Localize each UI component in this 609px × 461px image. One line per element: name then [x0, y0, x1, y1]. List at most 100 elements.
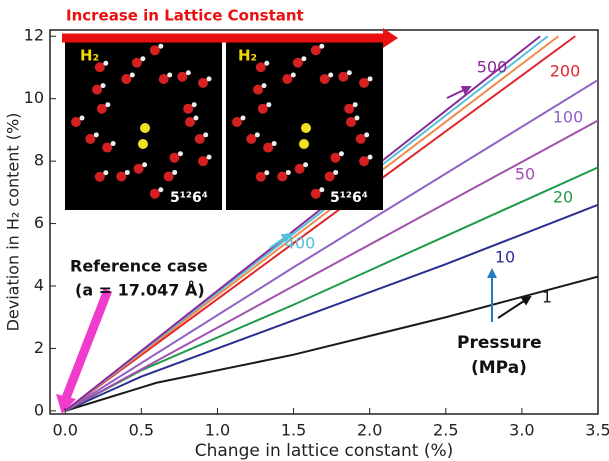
atom-h: [94, 132, 99, 137]
atom-h: [266, 102, 271, 107]
atom-h: [158, 44, 163, 49]
atom-o: [159, 74, 169, 84]
atom-o: [150, 189, 160, 199]
series-label: 50: [515, 165, 535, 184]
atom-h2: [301, 123, 311, 133]
atom-h: [264, 61, 269, 66]
atom-o: [132, 58, 142, 68]
top-arrow-head: [383, 28, 398, 48]
series-label: 200: [550, 62, 581, 81]
atom-h: [125, 170, 130, 175]
atom-h: [172, 170, 177, 175]
series-label: 500: [477, 58, 508, 77]
atom-o: [195, 134, 205, 144]
x-tick-label: 2.5: [433, 421, 458, 440]
atom-h: [286, 170, 291, 175]
atom-h: [194, 116, 199, 121]
atom-o: [356, 134, 366, 144]
atom-h: [339, 151, 344, 156]
y-tick-label: 4: [34, 276, 44, 295]
atom-o: [116, 171, 126, 181]
atom-h: [167, 73, 172, 78]
atom-h: [130, 73, 135, 78]
atom-h: [140, 56, 145, 61]
atom-o: [293, 58, 303, 68]
atom-h: [158, 187, 163, 192]
atom-o: [198, 156, 208, 166]
atom-o: [253, 85, 263, 95]
x-axis-label: Change in lattice constant (%): [195, 441, 454, 461]
atom-h: [368, 76, 373, 81]
atom-h: [364, 132, 369, 137]
atom-o: [246, 134, 256, 144]
atom-h: [353, 102, 358, 107]
atom-o: [282, 74, 292, 84]
pressure-label: Pressure: [457, 333, 542, 353]
y-tick-label: 12: [24, 26, 44, 45]
y-tick-label: 2: [34, 338, 44, 357]
atom-h: [262, 83, 267, 88]
atom-h: [255, 132, 260, 137]
atom-h: [80, 116, 85, 121]
atom-o: [185, 117, 195, 127]
atom-o: [198, 78, 208, 88]
atom-o: [71, 117, 81, 127]
atom-o: [330, 153, 340, 163]
inset-label: H₂: [80, 47, 99, 65]
atom-o: [169, 153, 179, 163]
y-tick-label: 8: [34, 151, 44, 170]
atom-h2: [140, 123, 150, 133]
atom-o: [85, 134, 95, 144]
atom-h2: [299, 139, 309, 149]
atom-h: [103, 170, 108, 175]
atom-o: [121, 74, 131, 84]
atom-h: [333, 170, 338, 175]
x-tick-label: 3.0: [509, 421, 534, 440]
atom-o: [150, 45, 160, 55]
atom-o: [311, 189, 321, 199]
atom-o: [258, 104, 268, 114]
inset-cage: 5¹²6⁴: [330, 190, 368, 206]
x-tick-label: 0.0: [52, 421, 77, 440]
y-tick-label: 0: [34, 400, 44, 419]
atom-o: [164, 171, 174, 181]
y-tick-label: 6: [34, 213, 44, 232]
top-arrow-label: Increase in Lattice Constant: [66, 7, 304, 25]
atom-o: [346, 117, 356, 127]
atom-h: [105, 102, 110, 107]
reference-label: Reference case: [70, 257, 208, 276]
series-label: 400: [285, 234, 316, 253]
atom-o: [97, 104, 107, 114]
atom-o: [359, 78, 369, 88]
atom-o: [183, 104, 193, 114]
atom-o: [263, 143, 273, 153]
series-label: 20: [553, 188, 573, 207]
atom-h: [328, 73, 333, 78]
atom-o: [134, 164, 144, 174]
chart: H₂ 5¹²6⁴ H₂ 5¹²6⁴ Increase in Lattice Co…: [0, 0, 609, 461]
inset-cage: 5¹²6⁴: [170, 190, 208, 206]
series-arrow: [447, 87, 470, 98]
atom-h: [303, 162, 308, 167]
x-tick-label: 2.0: [357, 421, 382, 440]
pressure-arrow: [498, 297, 530, 318]
atom-h: [142, 162, 147, 167]
atom-h: [355, 116, 360, 121]
atom-o: [95, 172, 105, 182]
atom-o: [277, 171, 287, 181]
atom-h: [301, 56, 306, 61]
atom-h: [241, 116, 246, 121]
atom-o: [92, 85, 102, 95]
atom-h: [103, 61, 108, 66]
atom-o: [320, 74, 330, 84]
atom-o: [325, 171, 335, 181]
x-tick-label: 3.5: [585, 421, 609, 440]
atom-h2: [138, 139, 148, 149]
reference-value: (a = 17.047 Å): [75, 281, 205, 300]
atom-o: [359, 156, 369, 166]
insets: [65, 35, 383, 210]
x-tick-label: 1.5: [281, 421, 306, 440]
atom-h: [101, 83, 106, 88]
series-label: 100: [553, 108, 584, 127]
atom-h: [291, 73, 296, 78]
